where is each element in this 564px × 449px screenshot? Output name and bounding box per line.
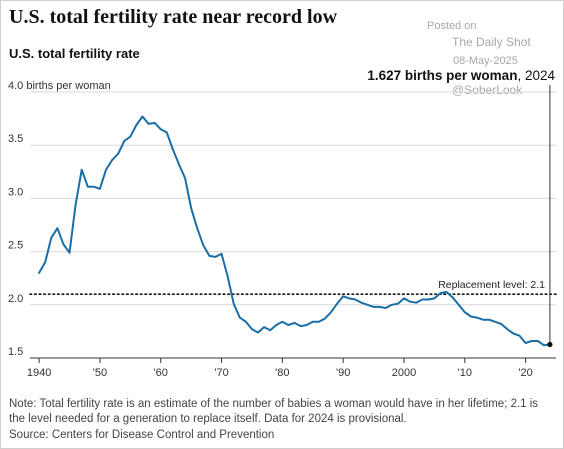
watermark-handle: @SoberLook <box>452 83 523 97</box>
x-tick-label: '10 <box>458 367 472 379</box>
page-title: U.S. total fertility rate near record lo… <box>9 6 338 28</box>
x-tick-label: '80 <box>275 367 289 379</box>
x-tick-label: 2000 <box>392 367 416 379</box>
annotation-label: 1.627 births per woman, 2024 <box>367 68 555 83</box>
y-tick-label: 3.5 <box>8 133 23 145</box>
x-tick-label: '20 <box>518 367 532 379</box>
annotation-value: 1.627 births per woman <box>367 68 517 83</box>
chart-note: Note: Total fertility rate is an estimat… <box>9 398 539 425</box>
x-tick-label: '70 <box>214 367 228 379</box>
replacement-level-label: Replacement level: 2.1 <box>438 279 545 291</box>
x-tick-label: '60 <box>154 367 168 379</box>
y-tick-label: 2.5 <box>8 240 23 252</box>
annotation-year: , 2024 <box>517 68 555 83</box>
watermark-date: 08-May-2025 <box>453 55 518 67</box>
y-axis-unit-label: 4.0 births per woman <box>8 80 111 92</box>
fertility-rate-series-line <box>38 115 551 347</box>
latest-value-point <box>547 341 553 348</box>
chart-source: Source: Centers for Disease Control and … <box>9 429 275 441</box>
x-tick-label: 1940 <box>27 367 51 379</box>
watermark-source: The Daily Shot <box>452 35 531 49</box>
y-tick-label: 1.5 <box>8 346 23 358</box>
chart-subtitle: U.S. total fertility rate <box>9 46 140 61</box>
watermark-posted-on: Posted on <box>427 20 477 32</box>
x-tick-label: '50 <box>93 367 107 379</box>
x-tick-label: '90 <box>336 367 350 379</box>
y-tick-label: 2.0 <box>8 293 23 305</box>
y-tick-label: 3.0 <box>8 186 23 198</box>
